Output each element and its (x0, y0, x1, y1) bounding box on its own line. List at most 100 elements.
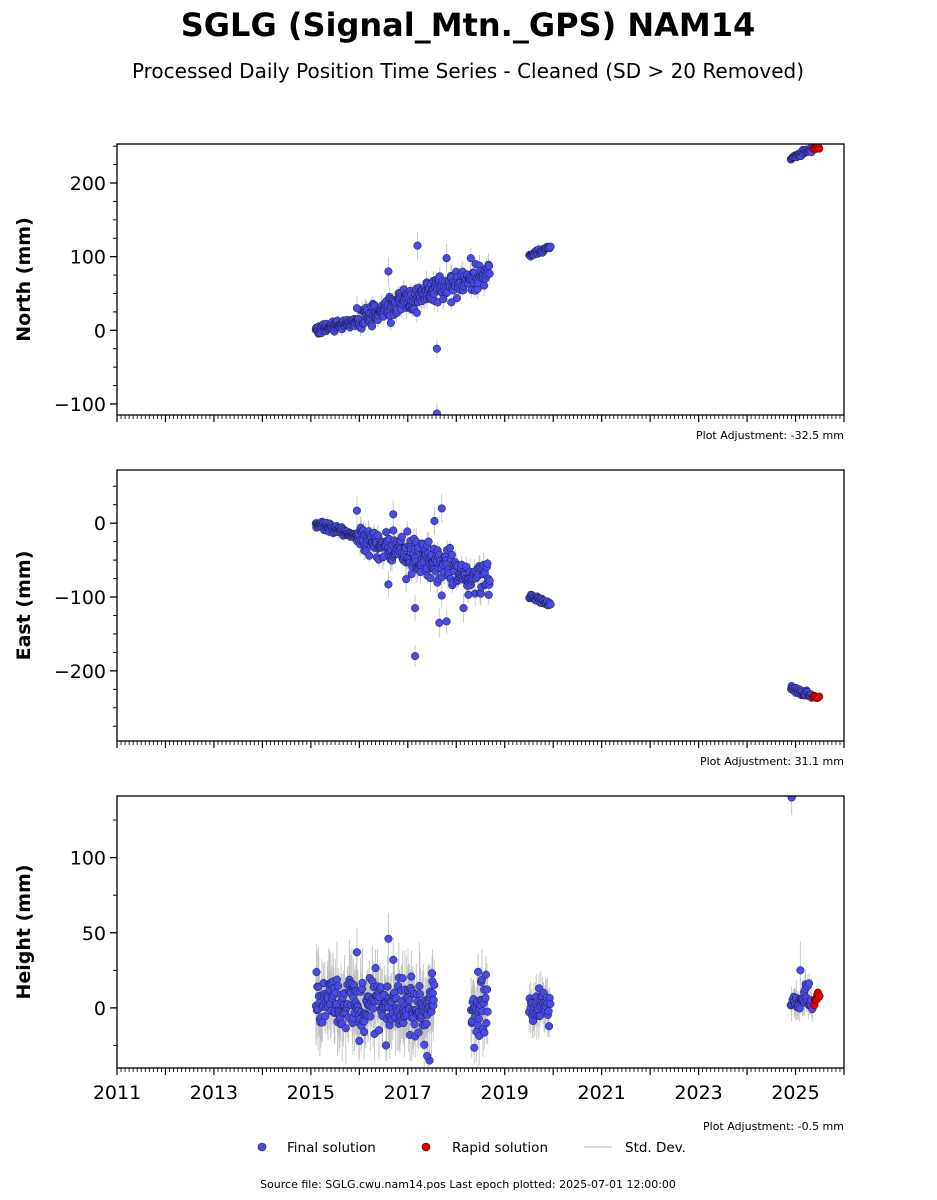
final-solution-point (432, 409, 441, 415)
chart-subtitle: Processed Daily Position Time Series - C… (132, 59, 804, 83)
final-solution-point (483, 1007, 492, 1016)
final-solution-point (442, 617, 451, 626)
final-solution-point (365, 551, 374, 560)
final-solution-point (423, 1051, 432, 1061)
final-solution-point (445, 543, 454, 552)
height-panel: 0 50 100 2011 2013 2015 2017 2019 2021 2023 2025 He… (13, 795, 845, 1133)
final-solution-point (437, 591, 446, 600)
final-solution-point (427, 969, 437, 978)
final-solution-point (422, 1019, 431, 1028)
final-solution-point (442, 254, 451, 263)
legend: Final solution Rapid solution Std. Dev. (257, 1140, 686, 1156)
final-solution-point (386, 318, 395, 327)
final-solution-point (424, 537, 433, 546)
final-solution-point (383, 982, 392, 991)
final-solution-point (483, 559, 492, 568)
north-std-dev-bars (315, 144, 813, 415)
north-y-axis-label: North (mm) (13, 217, 35, 342)
final-solution-point (447, 550, 456, 559)
x-tick-label: 2011 (93, 1082, 141, 1104)
final-solution-point (480, 281, 489, 290)
final-solution-point (544, 1007, 553, 1016)
east-plot-adjustment: Plot Adjustment: 31.1 mm (700, 755, 844, 768)
final-solution-point (459, 604, 468, 613)
final-solution-point (360, 1027, 369, 1036)
final-solution-point (447, 298, 456, 307)
rapid-solution-point (815, 692, 824, 701)
source-footer: Source file: SGLG.cwu.nam14.pos Last epo… (260, 1178, 676, 1191)
final-solution-point (483, 985, 492, 994)
final-solution-point (474, 967, 483, 976)
final-solution-point (352, 506, 361, 515)
final-solution-point (398, 974, 407, 983)
east-y-axis-label: East (mm) (13, 551, 35, 661)
final-solution-point (412, 308, 421, 317)
final-solution-point (355, 1036, 364, 1046)
final-solution-point (482, 1019, 491, 1028)
final-solution-point (432, 344, 441, 353)
final-solution-point (430, 516, 439, 526)
final-solution-point (485, 576, 494, 585)
final-solution-point (437, 504, 446, 513)
east-panel: −200 −100 0 East (mm) Plot Adjustment: 31.1 … (13, 469, 845, 768)
final-solution-point (384, 934, 393, 943)
final-solution-point (368, 322, 377, 331)
final-solution-point (407, 972, 416, 981)
final-solution-point (358, 978, 367, 987)
y-tick-label: −200 (54, 661, 106, 683)
final-solution-point (384, 267, 393, 276)
final-solution-point (804, 979, 814, 988)
final-solution-point (397, 532, 406, 541)
final-solution-point (485, 269, 494, 278)
height-final-points (311, 796, 817, 1065)
final-solution-point (382, 528, 391, 537)
final-solution-point (464, 590, 473, 599)
y-tick-label: 0 (94, 513, 106, 535)
rapid-solution-point (815, 991, 824, 1001)
final-solution-point (795, 1004, 804, 1013)
final-solution-point (413, 241, 422, 250)
final-solution-point (470, 1043, 479, 1052)
y-tick-label: −100 (54, 394, 106, 416)
final-solution-point (546, 999, 555, 1009)
final-solution-point (389, 510, 398, 519)
final-solution-point (411, 652, 420, 661)
final-solution-point (414, 1028, 423, 1037)
final-solution-point (420, 1040, 429, 1049)
final-solution-point (484, 261, 494, 271)
height-plot-adjustment: Plot Adjustment: -0.5 mm (703, 1120, 844, 1133)
y-tick-label: 50 (82, 923, 106, 945)
final-solution-point (403, 527, 412, 536)
final-solution-point (389, 526, 398, 535)
final-solution-point (430, 980, 439, 990)
legend-rapid-label: Rapid solution (452, 1140, 548, 1156)
x-tick-label: 2017 (384, 1082, 432, 1104)
final-solution-point (474, 1014, 483, 1023)
final-solution-point (435, 618, 444, 627)
y-tick-label: 0 (94, 320, 106, 342)
final-solution-point (426, 574, 435, 583)
final-solution-point (389, 955, 398, 964)
x-tick-label: 2021 (577, 1082, 625, 1104)
y-tick-label: 200 (70, 173, 106, 195)
final-solution-point (321, 1012, 330, 1021)
east-final-points (311, 504, 817, 702)
rapid-solution-point (815, 144, 824, 153)
final-solution-point (312, 967, 321, 977)
final-solution-point (405, 995, 414, 1005)
y-tick-label: 100 (70, 848, 106, 870)
x-tick-label: 2019 (481, 1082, 529, 1104)
final-solution-point (484, 590, 493, 599)
legend-final-label: Final solution (287, 1140, 376, 1156)
final-solution-point (366, 1012, 375, 1021)
final-solution-point (535, 1011, 545, 1020)
x-tick-label: 2015 (287, 1082, 335, 1104)
north-panel: −100 0 100 200 North (mm) Plot Adjustment: -3… (13, 143, 845, 442)
final-solution-point (481, 993, 490, 1002)
final-solution-point (787, 796, 796, 802)
final-solution-point (481, 970, 490, 979)
final-solution-point (415, 990, 424, 999)
final-solution-point (410, 1020, 419, 1029)
east-std-dev-bars (315, 493, 813, 701)
